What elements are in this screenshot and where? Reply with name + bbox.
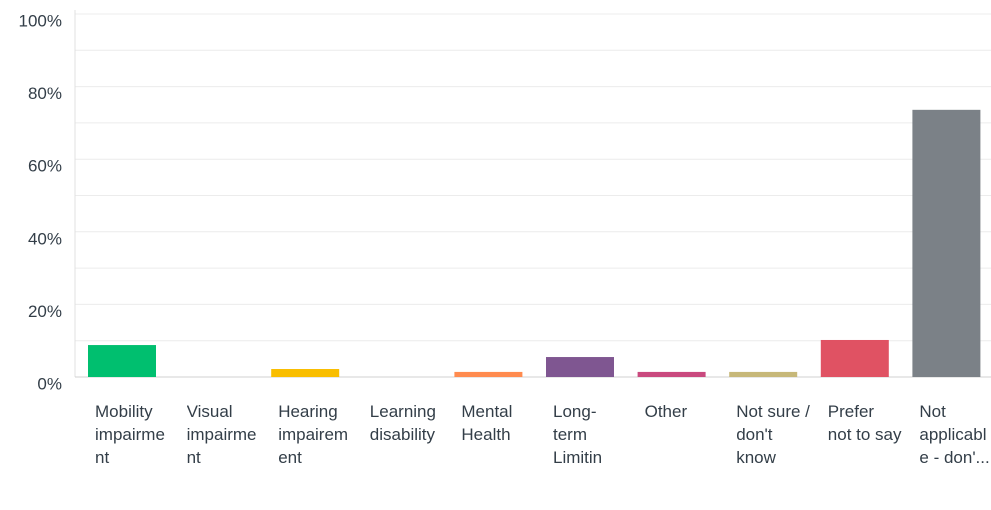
x-tick-label: Visual impairment	[186, 402, 257, 467]
y-tick-label: 0%	[37, 374, 62, 393]
x-tick-label: Not sure / don't know	[736, 402, 810, 467]
bar	[637, 371, 706, 377]
y-tick-label: 20%	[28, 302, 62, 321]
x-tick-label: Other	[644, 402, 688, 421]
y-tick-label: 60%	[28, 157, 62, 176]
x-tick-label: Hearing impairement	[278, 402, 349, 467]
x-tick-label: Learning disability	[369, 402, 436, 444]
bar	[454, 371, 523, 377]
bar	[271, 369, 340, 377]
bar	[88, 345, 156, 377]
y-tick-label: 80%	[28, 84, 62, 103]
x-tick-label: Prefer not to say	[827, 402, 902, 444]
y-tick-label: 40%	[28, 229, 62, 248]
bar	[546, 357, 614, 377]
bar	[912, 109, 981, 377]
x-tick-label: Not applicable - don'...	[919, 402, 990, 467]
x-tick-label: Mental Health	[461, 402, 513, 444]
x-tick-label: Long-term Limitin	[553, 402, 603, 467]
x-tick-label: Mobility impairment	[95, 402, 165, 467]
bar	[820, 339, 889, 377]
y-tick-label: 100%	[19, 11, 62, 30]
bar	[729, 371, 798, 377]
